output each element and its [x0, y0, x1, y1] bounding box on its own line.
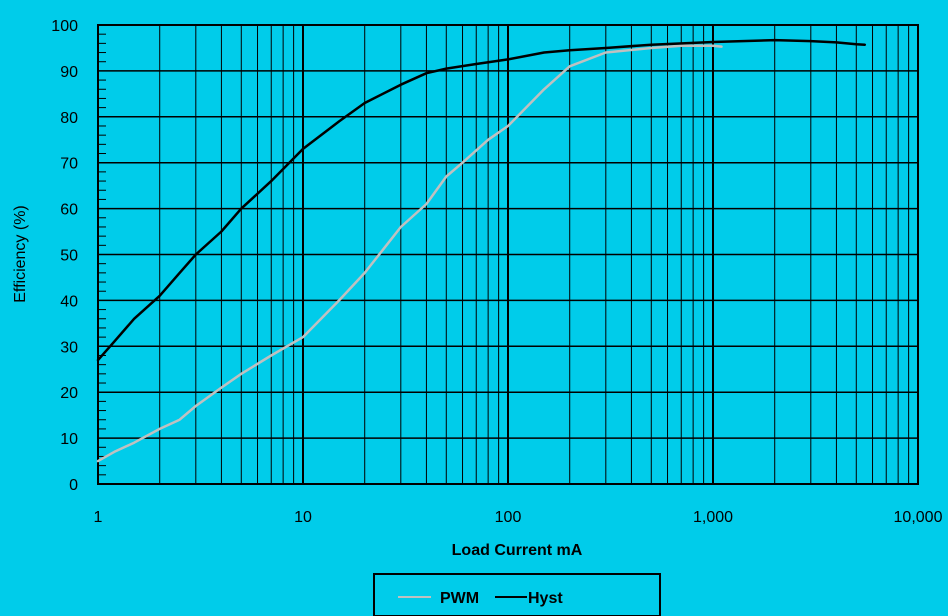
legend: PWM Hyst — [373, 573, 661, 616]
y-tick-label: 30 — [60, 339, 78, 356]
series-line-pwm — [96, 44, 723, 463]
series-layer — [96, 38, 867, 463]
legend-box — [373, 573, 661, 616]
y-tick-label: 10 — [60, 431, 78, 448]
x-tick-label: 100 — [495, 509, 522, 526]
y-axis-title: Efficiency (%) — [12, 205, 29, 303]
x-tick-label: 1 — [94, 509, 103, 526]
y-tick-label: 40 — [60, 293, 78, 310]
legend-label-pwm: PWM — [440, 590, 479, 607]
plot-frame — [97, 24, 919, 485]
x-tick-label: 10,000 — [894, 509, 943, 526]
grid-layer — [97, 24, 919, 485]
x-axis-title: Load Current mA — [452, 542, 583, 559]
y-tick-label: 70 — [60, 156, 78, 173]
y-tick-label: 20 — [60, 385, 78, 402]
y-tick-label: 0 — [69, 477, 78, 494]
series-line-hyst — [96, 38, 867, 362]
legend-label-hyst: Hyst — [528, 590, 563, 607]
y-tick-label: 50 — [60, 248, 78, 265]
x-tick-label: 1,000 — [693, 509, 733, 526]
y-tick-label: 80 — [60, 110, 78, 127]
y-tick-label: 100 — [51, 18, 78, 35]
y-tick-label: 60 — [60, 202, 78, 219]
y-tick-label: 90 — [60, 64, 78, 81]
x-tick-label: 10 — [294, 509, 312, 526]
